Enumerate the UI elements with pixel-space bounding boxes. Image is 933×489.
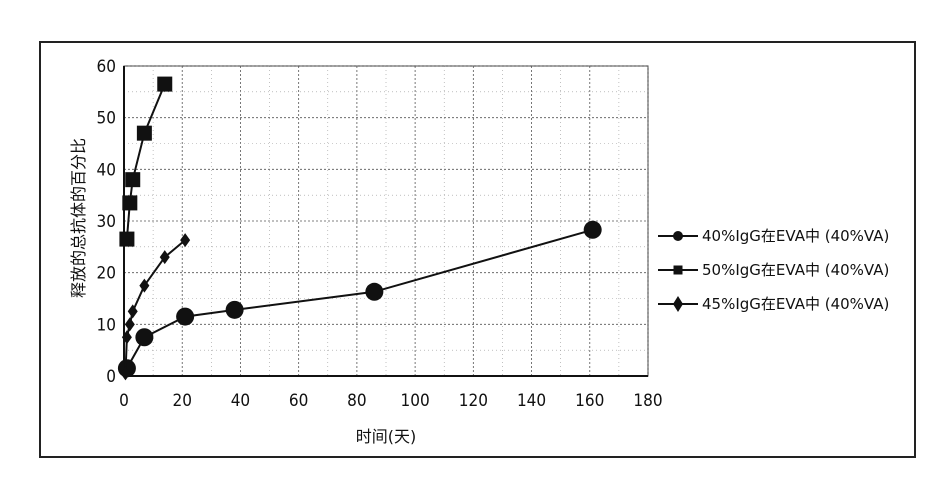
grid-layer xyxy=(124,66,648,376)
x-tick-label: 140 xyxy=(517,391,546,411)
x-axis-title: 时间(天) xyxy=(356,427,417,446)
series-line xyxy=(127,230,593,368)
data-point-square xyxy=(125,172,140,187)
data-point-square xyxy=(137,126,152,141)
x-tick-label: 0 xyxy=(119,391,129,411)
y-tick-label: 50 xyxy=(97,109,116,129)
legend: 40%IgG在EVA中 (40%VA) 50%IgG在EVA中 (40%VA) 45… xyxy=(658,227,889,313)
legend-item: 40%IgG在EVA中 (40%VA) xyxy=(658,227,889,245)
data-point-circle xyxy=(673,231,683,241)
x-tick-label: 160 xyxy=(575,391,604,411)
series-1 xyxy=(118,221,602,377)
series-line xyxy=(127,84,165,239)
y-tick-label: 10 xyxy=(97,315,116,335)
data-point-square xyxy=(157,77,172,92)
y-axis-title: 释放的总抗体的百分比 xyxy=(69,138,88,298)
x-tick-label: 100 xyxy=(401,391,430,411)
data-point-square xyxy=(674,266,683,275)
legend-label: 40%IgG在EVA中 (40%VA) xyxy=(702,227,889,245)
data-point-diamond xyxy=(128,304,138,318)
x-tick-label: 80 xyxy=(347,391,366,411)
x-tick-label: 180 xyxy=(633,391,662,411)
data-point-square xyxy=(119,232,134,247)
legend-item: 50%IgG在EVA中 (40%VA) xyxy=(658,261,889,279)
series-layer xyxy=(118,77,602,381)
y-tick-label: 30 xyxy=(97,212,116,232)
x-tick-label: 40 xyxy=(231,391,250,411)
y-tick-label: 20 xyxy=(97,264,116,284)
data-point-circle xyxy=(135,328,153,346)
legend-label: 45%IgG在EVA中 (40%VA) xyxy=(702,295,889,313)
x-tick-label: 120 xyxy=(459,391,488,411)
series-3 xyxy=(120,233,190,380)
data-point-diamond xyxy=(125,317,135,331)
data-point-diamond xyxy=(180,233,190,247)
data-point-circle xyxy=(176,308,194,326)
y-tick-label: 0 xyxy=(106,367,116,387)
y-tick-label: 60 xyxy=(97,57,116,77)
data-point-diamond xyxy=(673,296,683,312)
legend-item: 45%IgG在EVA中 (40%VA) xyxy=(658,295,889,313)
x-tick-label: 60 xyxy=(289,391,308,411)
data-point-square xyxy=(122,195,137,210)
data-point-circle xyxy=(365,283,383,301)
y-tick-label: 40 xyxy=(97,160,116,180)
legend-label: 50%IgG在EVA中 (40%VA) xyxy=(702,261,889,279)
data-point-circle xyxy=(584,221,602,239)
x-tick-label: 20 xyxy=(172,391,191,411)
data-point-circle xyxy=(226,301,244,319)
